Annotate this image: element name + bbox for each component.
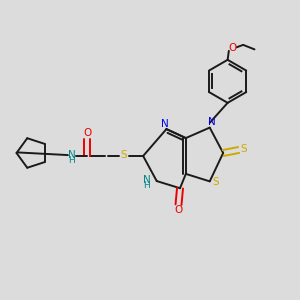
Text: H: H xyxy=(143,181,150,190)
Text: S: S xyxy=(212,177,219,187)
Text: O: O xyxy=(229,43,237,53)
Text: N: N xyxy=(68,150,75,160)
Text: N: N xyxy=(161,119,169,129)
Text: S: S xyxy=(120,150,127,161)
Text: O: O xyxy=(83,128,92,138)
Text: N: N xyxy=(208,117,215,127)
Text: S: S xyxy=(241,144,247,154)
Text: O: O xyxy=(175,205,183,215)
Text: H: H xyxy=(68,156,75,165)
Text: N: N xyxy=(143,175,151,185)
